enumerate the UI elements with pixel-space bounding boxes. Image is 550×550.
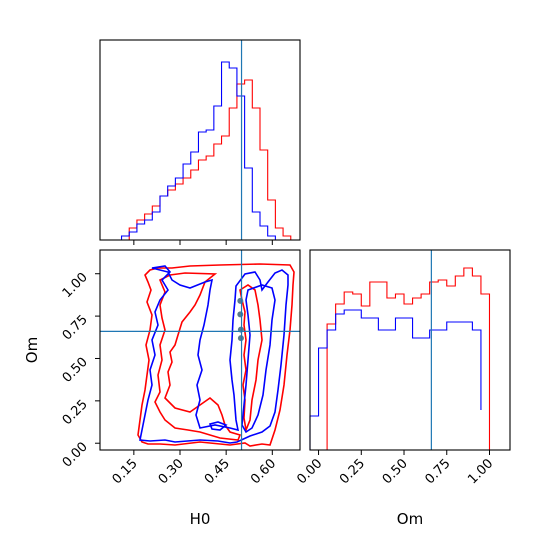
contour-plot-area: [100, 250, 300, 450]
red-contour-outer: [137, 263, 295, 447]
ytick-label: 1.00: [60, 270, 91, 301]
ytick-label: 0.75: [60, 312, 91, 343]
contour-ticks: 0.15 0.30 0.45 0.60 0.00 0.25 0.50 0.75 1.00: [60, 270, 279, 487]
red-contour-inner-left: [154, 272, 242, 441]
xtick-label: 0.60: [248, 456, 279, 487]
marker-point: [237, 335, 244, 342]
h0-histogram-panel: [99, 39, 301, 245]
blue-contour-small: [208, 421, 228, 431]
om-histogram-plot-area: [309, 250, 491, 451]
om-histogram-frame: [309, 249, 511, 451]
h0-om-contour-panel: 0.15 0.30 0.45 0.600.000.250.500.751.00 H0 …: [23, 249, 301, 528]
xtick-label: 1.00: [465, 456, 496, 487]
xtick-label: 0.75: [423, 456, 454, 487]
blue-contour-inner: [241, 284, 276, 434]
blue-contour-outer: [139, 265, 289, 444]
xtick-label: 0.00: [294, 456, 325, 487]
h0-histogram-frame: [99, 39, 301, 241]
xtick-label: 0.30: [156, 456, 187, 487]
blue-histogram-step: [106, 61, 291, 241]
ylabel-om: Om: [23, 337, 41, 363]
ytick-label: 0.25: [60, 397, 91, 428]
marker-point: [237, 311, 244, 318]
red-histogram-step: [318, 267, 491, 451]
om-histogram-panel: 0.00 0.25 0.50 0.75 1.00 Om: [294, 249, 511, 528]
red-contour-inner-right: [239, 284, 263, 433]
ytick-label: 0.50: [60, 355, 91, 386]
xtick-label: 0.15: [110, 456, 141, 487]
h0-histogram-plot-area: [106, 40, 292, 241]
xtick-label: 0.50: [380, 456, 411, 487]
marker-point: [237, 297, 244, 304]
xtick-label: 0.25: [337, 456, 368, 487]
contour-frame: [99, 249, 301, 451]
ytick-label: 0.00: [60, 439, 91, 470]
xlabel-om: Om: [397, 510, 423, 528]
h0-histogram-xticks: [133, 240, 273, 245]
om-histogram-xticks: 0.00 0.25 0.50 0.75 1.00: [294, 450, 496, 487]
xtick-label: 0.45: [202, 456, 233, 487]
red-histogram-step: [106, 79, 292, 241]
xlabel-h0: H0: [190, 510, 211, 528]
blue-histogram-step: [309, 309, 482, 450]
truth-lines: [100, 250, 300, 450]
